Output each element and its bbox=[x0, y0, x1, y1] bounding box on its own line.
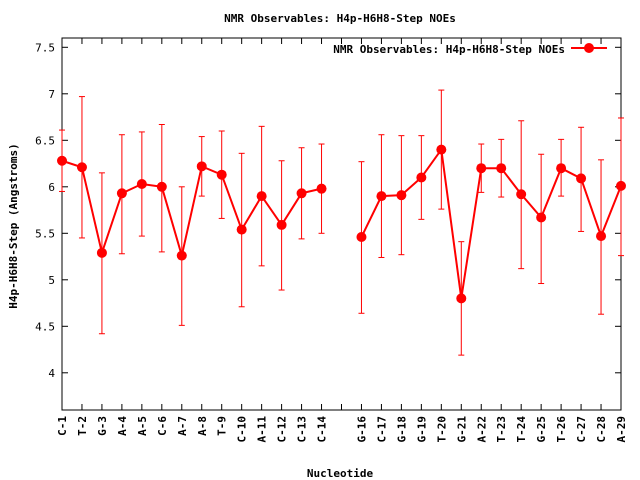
data-point bbox=[316, 183, 327, 194]
series-segment bbox=[356, 89, 626, 356]
chart-title: NMR Observables: H4p-H6H8-Step NOEs bbox=[224, 12, 456, 25]
x-tick-label: A-8 bbox=[196, 416, 209, 436]
x-tick-label: G-16 bbox=[355, 416, 368, 443]
data-point bbox=[616, 180, 626, 191]
data-point bbox=[356, 232, 367, 243]
x-tick-label: T-20 bbox=[435, 416, 448, 443]
x-tick-label: C-12 bbox=[276, 416, 289, 443]
series-line bbox=[360, 146, 622, 299]
x-tick-label: C-6 bbox=[156, 416, 169, 436]
y-tick-label: 6.5 bbox=[35, 134, 55, 147]
data-point bbox=[476, 163, 487, 174]
y-axis-ticks: 4 4.5 5 5.5 6 6.5 7 7.5 bbox=[35, 41, 621, 380]
data-point bbox=[536, 212, 547, 223]
x-tick-label: A-4 bbox=[116, 416, 129, 436]
x-tick-label: T-23 bbox=[495, 416, 508, 443]
plot-frame bbox=[61, 37, 622, 411]
y-tick-label: 7.5 bbox=[35, 41, 55, 54]
data-point bbox=[116, 188, 127, 199]
x-tick-label: C-27 bbox=[575, 416, 588, 443]
x-tick-label: C-17 bbox=[375, 416, 388, 443]
data-point bbox=[136, 179, 147, 190]
x-tick-label: A-7 bbox=[176, 416, 189, 436]
data-point bbox=[296, 188, 307, 199]
y-tick-label: 6 bbox=[48, 181, 55, 194]
data-point bbox=[196, 161, 207, 172]
data-point bbox=[216, 169, 227, 180]
data-point bbox=[436, 144, 447, 155]
x-tick-label: C-14 bbox=[316, 416, 329, 443]
data-point bbox=[96, 247, 107, 258]
y-tick-label: 5.5 bbox=[35, 227, 55, 240]
x-tick-label: T-9 bbox=[216, 416, 229, 436]
plot-border bbox=[61, 37, 622, 411]
legend-marker bbox=[584, 43, 594, 53]
x-tick-label: C-13 bbox=[296, 416, 309, 443]
data-point bbox=[76, 162, 87, 173]
data-point bbox=[556, 163, 567, 174]
data-point bbox=[576, 173, 587, 184]
legend-label: NMR Observables: H4p-H6H8-Step NOEs bbox=[333, 43, 565, 56]
data-point bbox=[416, 172, 427, 183]
data-point bbox=[376, 191, 387, 202]
data-point bbox=[596, 231, 607, 242]
data-point bbox=[456, 293, 467, 304]
x-tick-label: T-26 bbox=[555, 416, 568, 443]
x-tick-label: A-11 bbox=[256, 416, 269, 443]
data-point bbox=[176, 250, 187, 261]
y-tick-label: 4.5 bbox=[35, 320, 55, 333]
y-tick-label: 7 bbox=[48, 88, 55, 101]
x-tick-label: T-24 bbox=[515, 416, 528, 443]
y-tick-label: 4 bbox=[48, 367, 55, 380]
legend: NMR Observables: H4p-H6H8-Step NOEs bbox=[333, 43, 607, 56]
series-line bbox=[61, 159, 322, 257]
series-layer bbox=[57, 89, 626, 356]
data-point bbox=[396, 190, 407, 201]
x-tick-label: C-28 bbox=[595, 416, 608, 443]
x-tick-label: C-10 bbox=[236, 416, 249, 443]
x-tick-label: G-21 bbox=[455, 416, 468, 443]
x-tick-label: T-2 bbox=[76, 416, 89, 436]
data-point bbox=[236, 224, 247, 235]
data-point bbox=[516, 189, 527, 200]
data-point bbox=[156, 181, 167, 192]
data-point bbox=[256, 191, 267, 202]
x-tick-label: G-18 bbox=[395, 416, 408, 443]
x-tick-label: C-1 bbox=[56, 416, 69, 436]
data-point bbox=[57, 155, 67, 166]
series-segment bbox=[57, 96, 327, 335]
x-tick-label: G-25 bbox=[535, 416, 548, 443]
x-tick-label: G-19 bbox=[415, 416, 428, 443]
x-tick-label: G-3 bbox=[96, 416, 109, 436]
x-tick-label: A-5 bbox=[136, 416, 149, 436]
x-tick-label: A-29 bbox=[615, 416, 628, 443]
data-point bbox=[276, 219, 287, 230]
x-axis-ticks: C-1 T-2 G-3 A-4 A-5 C-6 A-7 A-8 T-9 C-10 A-11 C-12 C… bbox=[56, 38, 628, 443]
x-tick-label: A-22 bbox=[475, 416, 488, 443]
y-tick-label: 5 bbox=[48, 274, 55, 287]
x-axis-label: Nucleotide bbox=[307, 467, 374, 480]
y-axis-label: H4p-H6H8-Step (Angstroms) bbox=[7, 143, 20, 309]
data-point bbox=[496, 163, 507, 174]
